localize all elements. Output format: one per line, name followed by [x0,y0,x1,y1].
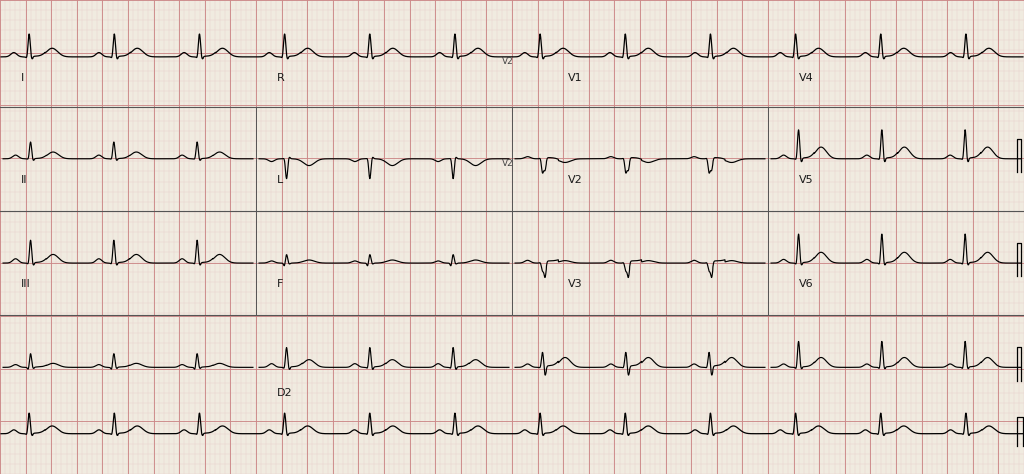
Text: L: L [276,175,283,185]
Text: D2: D2 [276,388,292,399]
Text: II: II [20,175,27,185]
Text: V2: V2 [568,175,583,185]
Text: V2: V2 [502,159,513,168]
Text: V3: V3 [568,279,583,290]
Text: V6: V6 [799,279,813,290]
Text: V4: V4 [799,73,813,83]
Text: V1: V1 [568,73,583,83]
Text: R: R [276,73,285,83]
Text: I: I [20,73,24,83]
Text: V5: V5 [799,175,813,185]
Text: III: III [20,279,31,290]
Text: F: F [276,279,283,290]
Text: V2: V2 [502,57,513,66]
